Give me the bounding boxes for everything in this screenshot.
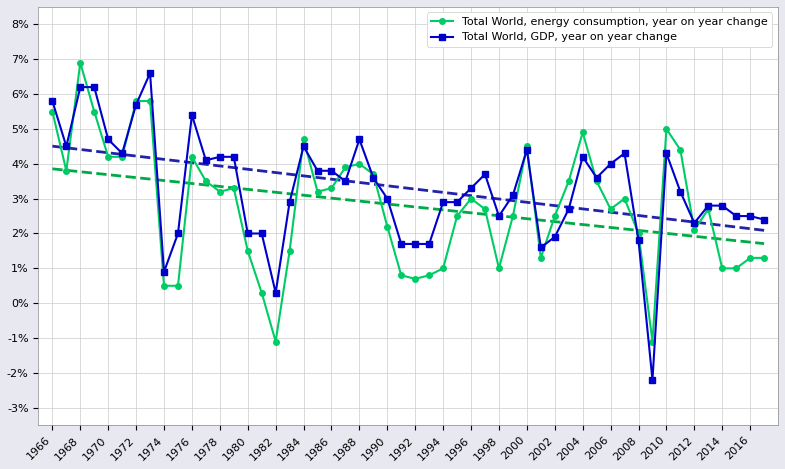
Total World, energy consumption, year on year change <box>118 154 127 159</box>
Total World, energy consumption, year on year change <box>536 255 546 261</box>
Line: Total World, energy consumption, year on year change: Total World, energy consumption, year on… <box>49 60 767 344</box>
Total World, energy consumption, year on year change <box>452 213 462 219</box>
Total World, GDP, year on year change <box>104 136 113 142</box>
Total World, GDP, year on year change <box>145 70 155 76</box>
Total World, GDP, year on year change <box>759 217 769 222</box>
Total World, energy consumption, year on year change <box>327 185 336 191</box>
Total World, GDP, year on year change <box>438 199 447 205</box>
Total World, GDP, year on year change <box>495 213 504 219</box>
Total World, GDP, year on year change <box>312 168 322 174</box>
Total World, energy consumption, year on year change <box>759 255 769 261</box>
Total World, GDP, year on year change <box>396 241 406 247</box>
Total World, GDP, year on year change <box>48 98 57 104</box>
Total World, energy consumption, year on year change <box>411 276 420 281</box>
Total World, energy consumption, year on year change <box>271 339 280 344</box>
Line: Total World, GDP, year on year change: Total World, GDP, year on year change <box>49 70 767 383</box>
Total World, energy consumption, year on year change <box>75 60 85 66</box>
Legend: Total World, energy consumption, year on year change, Total World, GDP, year on : Total World, energy consumption, year on… <box>427 13 772 47</box>
Total World, GDP, year on year change <box>648 377 657 383</box>
Total World, energy consumption, year on year change <box>508 213 517 219</box>
Total World, GDP, year on year change <box>522 147 531 153</box>
Total World, energy consumption, year on year change <box>48 109 57 114</box>
